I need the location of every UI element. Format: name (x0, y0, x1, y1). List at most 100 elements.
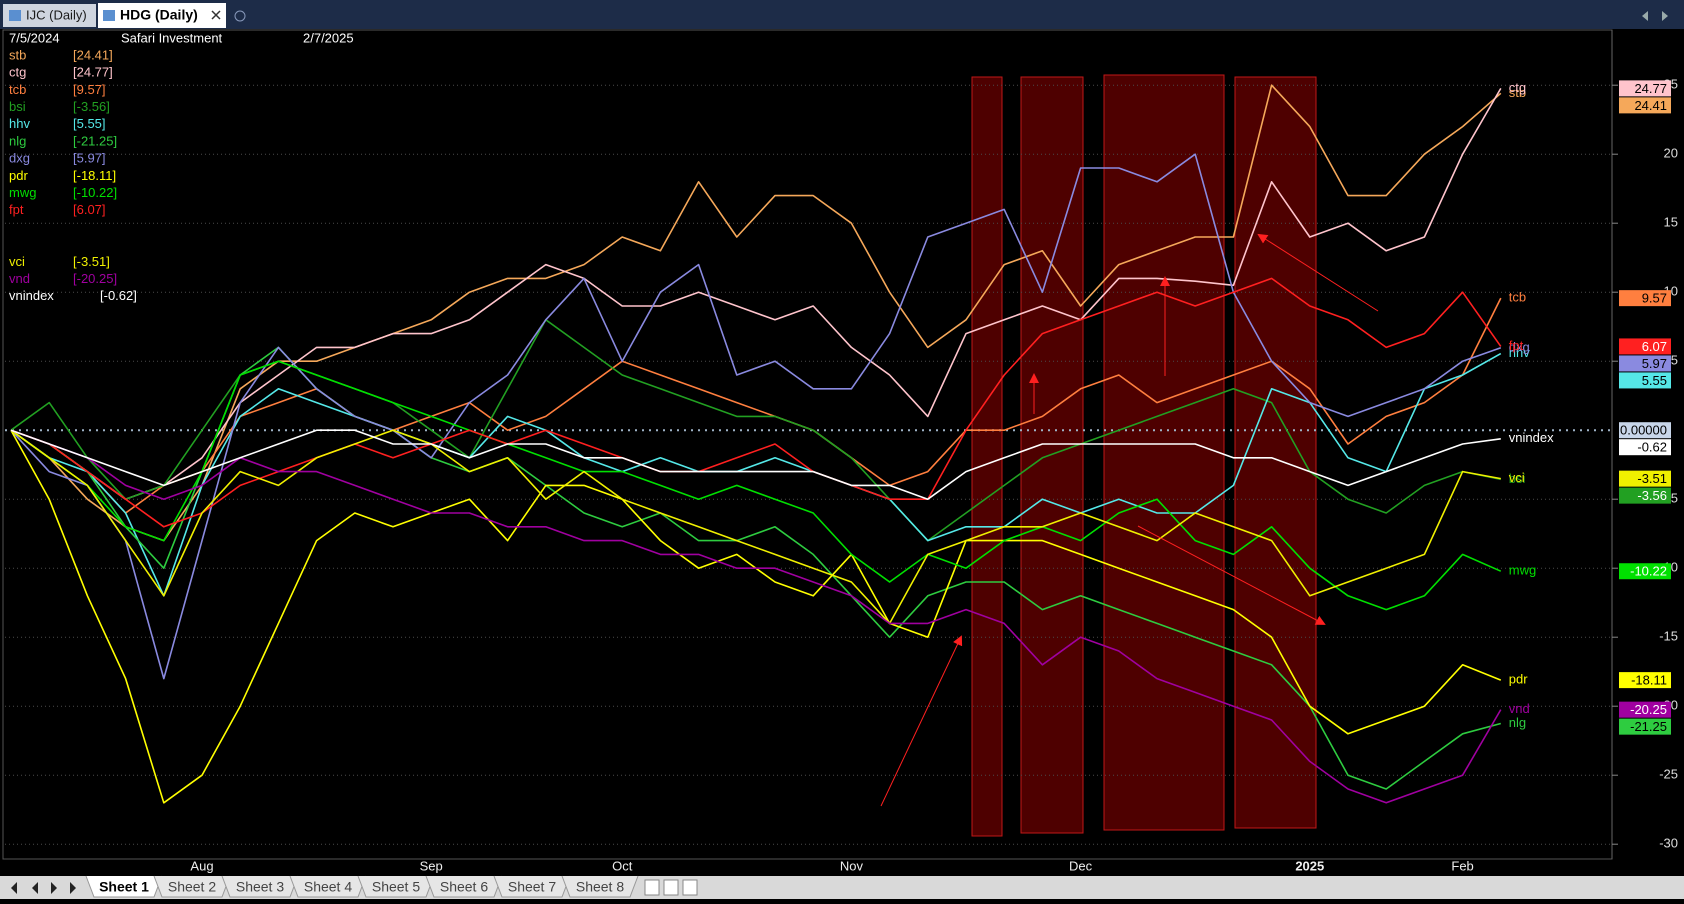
value-box-label: -18.11 (1631, 673, 1667, 688)
y-tick-label: -25 (1659, 767, 1678, 782)
x-tick-label: Feb (1451, 858, 1473, 873)
sync-button[interactable] (663, 879, 679, 896)
sheet-tab-label: Sheet 8 (576, 879, 624, 895)
scroll-right[interactable] (1662, 11, 1668, 21)
sheet-tab-label: Sheet 1 (99, 879, 149, 895)
sheet-tabs: Sheet 1 Sheet 2 Sheet 3 Sheet 4 Sheet 5 Sheet… (85, 875, 639, 898)
sheet-tab[interactable]: Sheet 5 (357, 875, 435, 898)
x-tick-label: Oct (612, 858, 633, 873)
arrow (1137, 525, 1326, 625)
scroll-left[interactable] (1642, 11, 1648, 21)
value-box (1619, 563, 1671, 580)
y-tick-label: -5 (1666, 491, 1678, 506)
tab-icon (103, 10, 115, 21)
series-line (10, 360, 1502, 611)
legend-name: vnd (9, 271, 30, 286)
series-end-label: vnindex (1509, 430, 1554, 445)
legend-name: vnindex (9, 288, 54, 303)
legend-name: pdr (9, 168, 28, 183)
arrow (880, 635, 963, 807)
sheet-tab[interactable]: Sheet 8 (561, 875, 639, 898)
sheet-tab[interactable]: Sheet 6 (425, 875, 503, 898)
sheet-tab-label: Sheet 5 (372, 879, 420, 895)
chart-name: Safari Investment (121, 30, 223, 45)
series-end-label: vci (1509, 470, 1525, 485)
series-line (10, 346, 1502, 790)
next-sheet-button[interactable] (51, 882, 57, 894)
tab-menu-button[interactable] (682, 879, 698, 896)
legend-name: dxg (9, 151, 30, 166)
lock-button[interactable] (644, 879, 660, 896)
value-box (1619, 701, 1671, 718)
sheet-tab-label: Sheet 2 (168, 879, 216, 895)
tab-bar (0, 0, 1684, 29)
plot: -30-25-20-15-10-5510152025AugSepOctNovDe… (5, 77, 1678, 873)
value-box-label: -20.25 (1630, 702, 1667, 717)
highlight-zone (1103, 74, 1225, 831)
highlight-zone (1234, 76, 1317, 829)
legend-value: [-20.25] (73, 271, 117, 286)
end-date: 2/7/2025 (303, 30, 354, 45)
first-sheet-button[interactable] (11, 882, 17, 894)
x-tick-label: Sep (420, 858, 443, 873)
legend-value: [-18.11] (73, 168, 116, 183)
sheet-tab-label: Sheet 7 (508, 879, 556, 895)
value-box-label: 6.07 (1642, 339, 1667, 354)
series-end-label: nlg (1509, 715, 1526, 730)
legend-value: [9.57] (73, 82, 106, 97)
value-box-label: -21.25 (1630, 719, 1667, 734)
legend-value: [-0.62] (100, 288, 137, 303)
legend-value: [-10.22] (73, 185, 117, 200)
value-box-label: 5.55 (1642, 373, 1667, 388)
legend-name: tcb (9, 82, 26, 97)
tab-icon (9, 10, 21, 21)
prev-sheet-button[interactable] (32, 882, 38, 894)
sheet-tab-label: Sheet 6 (440, 879, 488, 895)
series-end-label: mwg (1509, 563, 1536, 578)
last-sheet-button[interactable] (70, 882, 76, 894)
value-box-label: -10.22 (1630, 564, 1667, 579)
series-end-label: stb (1509, 85, 1526, 100)
sheet-tab[interactable]: Sheet 7 (493, 875, 571, 898)
new-tab-button[interactable] (234, 10, 246, 22)
value-box (1619, 672, 1671, 689)
value-box (1619, 470, 1671, 487)
value-box-label: 9.57 (1642, 291, 1667, 306)
series-end-label: vnd (1509, 701, 1530, 716)
active-sheet-tab[interactable]: Sheet 1 (85, 875, 163, 898)
legend-name: vci (9, 254, 25, 269)
series-line (10, 352, 1502, 597)
y-tick-label: -30 (1659, 836, 1678, 851)
start-date: 7/5/2024 (9, 30, 60, 45)
tab-background (98, 3, 226, 28)
legend-name: bsi (9, 99, 26, 114)
sheet-tab[interactable]: Sheet 4 (289, 875, 367, 898)
tab-close[interactable] (211, 10, 221, 20)
sheet-tab-label: Sheet 4 (304, 879, 352, 895)
x-tick-label: Dec (1069, 858, 1093, 873)
series-end-label: fpt (1509, 338, 1524, 353)
tab[interactable]: IJC (Daily) (3, 4, 96, 27)
legend-name: mwg (9, 185, 36, 200)
sheet-tab[interactable]: Sheet 2 (153, 875, 231, 898)
series-end-label: bsi (1509, 471, 1526, 486)
value-box (1619, 355, 1671, 372)
active-tab[interactable]: HDG (Daily) (98, 3, 226, 28)
tab-label: IJC (Daily) (26, 7, 87, 22)
series-end-label: pdr (1509, 672, 1528, 687)
legend-value: [-21.25] (73, 133, 117, 148)
series-line (10, 153, 1502, 680)
y-tick-label: 5 (1671, 353, 1678, 368)
value-box-label: 5.97 (1642, 356, 1667, 371)
legend-name: stb (9, 47, 26, 62)
sheet-nav (11, 882, 76, 894)
series-end-label: ctg (1509, 80, 1526, 95)
legend-name: hhv (9, 116, 30, 131)
tab-background (3, 4, 96, 27)
arrow (1257, 233, 1379, 312)
value-box (1619, 80, 1671, 97)
legend-value: [24.41] (73, 47, 113, 62)
legend-name: ctg (9, 65, 26, 80)
sheet-tab[interactable]: Sheet 3 (221, 875, 299, 898)
series-end-label: tcb (1509, 290, 1526, 305)
